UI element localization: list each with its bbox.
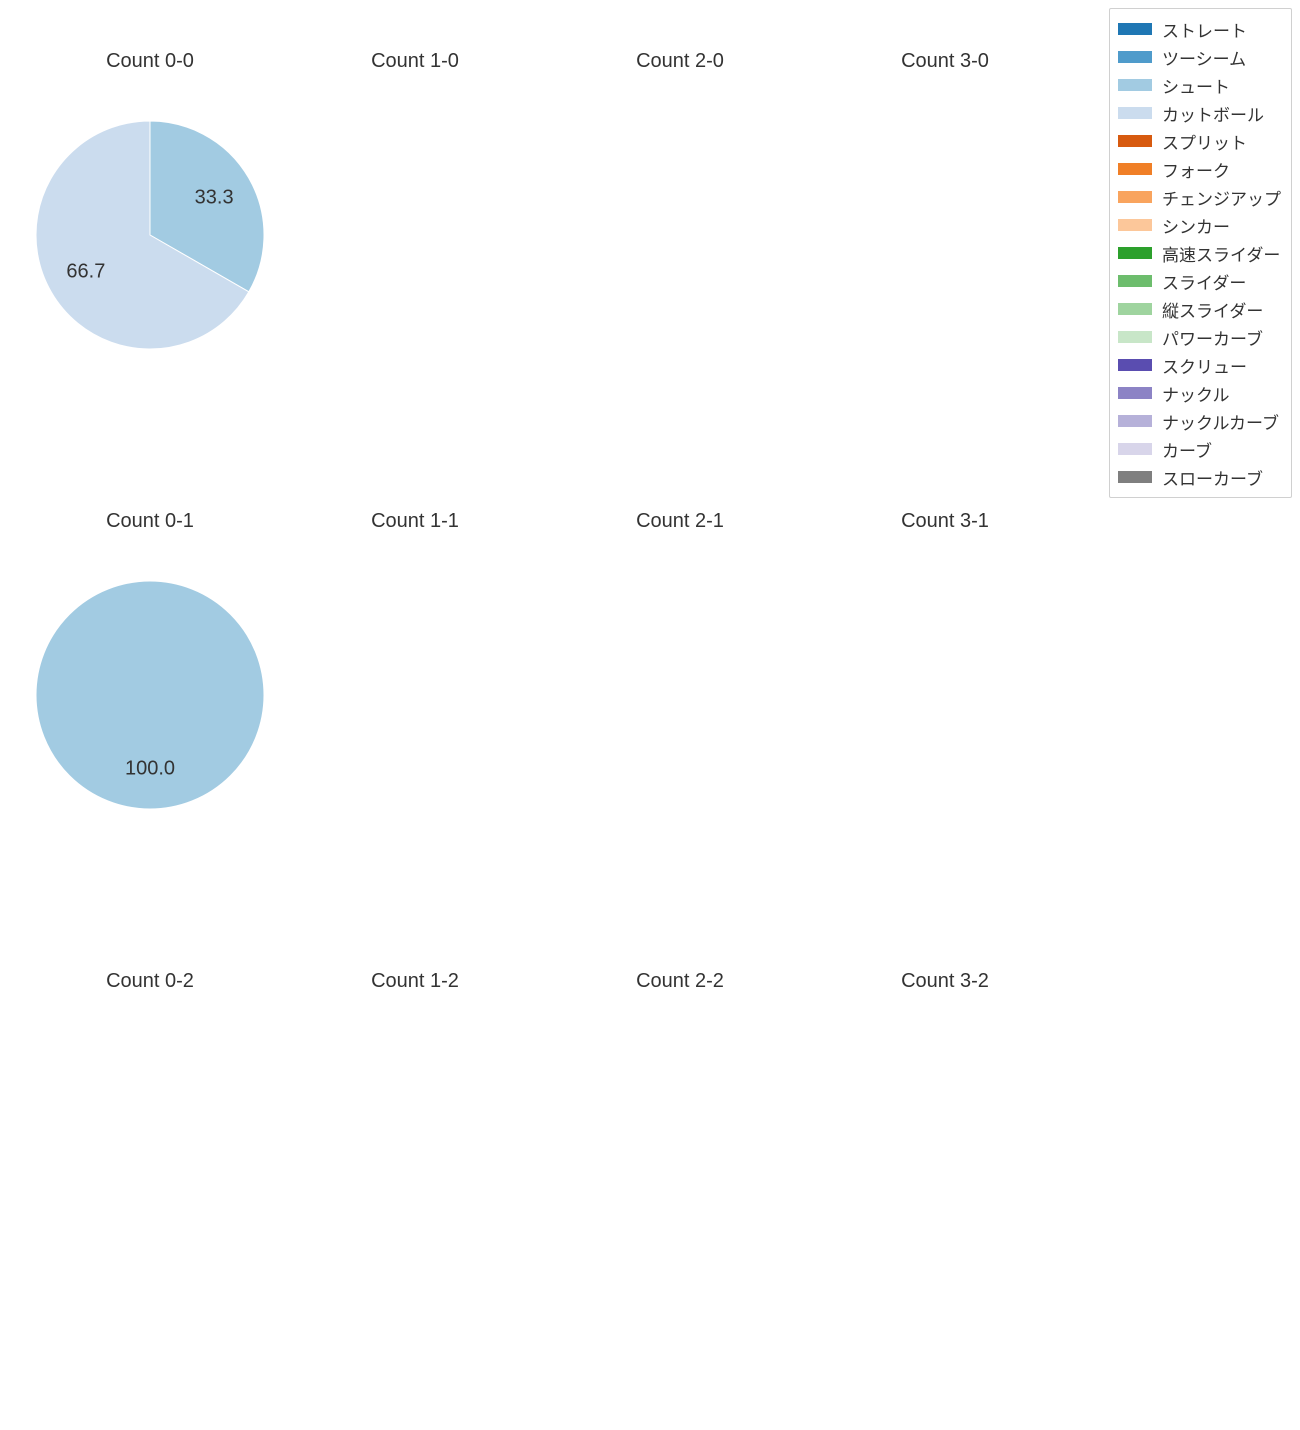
panel: Count 0-2 <box>15 970 285 1430</box>
legend-label: フォーク <box>1162 157 1230 182</box>
panel-title: Count 0-1 <box>15 510 285 533</box>
panel: Count 0-1 100.0 <box>15 510 285 970</box>
panel-title: Count 1-1 <box>280 510 550 533</box>
legend-swatch <box>1118 107 1152 119</box>
legend-item: 高速スライダー <box>1118 239 1281 267</box>
legend-swatch <box>1118 163 1152 175</box>
legend-swatch <box>1118 331 1152 343</box>
panel: Count 1-1 <box>280 510 550 970</box>
legend-label: ストレート <box>1162 17 1247 42</box>
legend-label: ナックル <box>1162 381 1230 406</box>
legend-item: ツーシーム <box>1118 43 1281 71</box>
legend-item: シンカー <box>1118 211 1281 239</box>
legend-item: ストレート <box>1118 15 1281 43</box>
panel-title: Count 1-0 <box>280 50 550 73</box>
panel: Count 1-2 <box>280 970 550 1430</box>
legend-label: 高速スライダー <box>1162 241 1280 266</box>
legend-item: スプリット <box>1118 127 1281 155</box>
legend-item: シュート <box>1118 71 1281 99</box>
legend-label: スライダー <box>1162 269 1246 294</box>
legend-item: スローカーブ <box>1118 463 1281 491</box>
legend-item: 縦スライダー <box>1118 295 1281 323</box>
legend-item: ナックルカーブ <box>1118 407 1281 435</box>
legend-item: スライダー <box>1118 267 1281 295</box>
legend-label: シュート <box>1162 73 1230 98</box>
panel: Count 0-0 33.3 66.7 <box>15 50 285 510</box>
panel: Count 3-2 <box>810 970 1080 1430</box>
legend-swatch <box>1118 275 1152 287</box>
legend-swatch <box>1118 387 1152 399</box>
legend-label: 縦スライダー <box>1162 297 1263 322</box>
panel-title: Count 1-2 <box>280 970 550 993</box>
panel-title: Count 2-1 <box>545 510 815 533</box>
panel: Count 3-0 <box>810 50 1080 510</box>
legend-swatch <box>1118 191 1152 203</box>
pie-slice-label: 33.3 <box>195 186 234 209</box>
panel-title: Count 0-0 <box>15 50 285 73</box>
panel-title: Count 0-2 <box>15 970 285 993</box>
legend-label: パワーカーブ <box>1162 325 1263 350</box>
legend-item: パワーカーブ <box>1118 323 1281 351</box>
panel: Count 2-1 <box>545 510 815 970</box>
legend-item: チェンジアップ <box>1118 183 1281 211</box>
legend-swatch <box>1118 359 1152 371</box>
legend-swatch <box>1118 219 1152 231</box>
legend-swatch <box>1118 79 1152 91</box>
panel: Count 2-2 <box>545 970 815 1430</box>
legend-swatch <box>1118 135 1152 147</box>
legend-item: ナックル <box>1118 379 1281 407</box>
legend-label: スクリュー <box>1162 353 1247 378</box>
legend-label: スプリット <box>1162 129 1247 154</box>
legend-label: カットボール <box>1162 101 1264 126</box>
legend: ストレートツーシームシュートカットボールスプリットフォークチェンジアップシンカー… <box>1109 8 1292 498</box>
legend-swatch <box>1118 471 1152 483</box>
pie-slice-label: 66.7 <box>66 261 105 284</box>
legend-label: ツーシーム <box>1162 45 1246 70</box>
panel: Count 1-0 <box>280 50 550 510</box>
legend-swatch <box>1118 415 1152 427</box>
legend-label: カーブ <box>1162 437 1212 462</box>
panel-title: Count 3-2 <box>810 970 1080 993</box>
panel-title: Count 3-1 <box>810 510 1080 533</box>
legend-swatch <box>1118 247 1152 259</box>
panel-title: Count 2-2 <box>545 970 815 993</box>
legend-swatch <box>1118 443 1152 455</box>
legend-item: カーブ <box>1118 435 1281 463</box>
pie-chart: 33.3 66.7 <box>36 121 264 349</box>
panel-title: Count 3-0 <box>810 50 1080 73</box>
legend-label: ナックルカーブ <box>1162 409 1279 434</box>
legend-item: スクリュー <box>1118 351 1281 379</box>
legend-swatch <box>1118 51 1152 63</box>
panel: Count 2-0 <box>545 50 815 510</box>
legend-item: カットボール <box>1118 99 1281 127</box>
legend-swatch <box>1118 23 1152 35</box>
legend-label: チェンジアップ <box>1162 185 1281 210</box>
pie-chart: 100.0 <box>36 581 264 809</box>
legend-label: シンカー <box>1162 213 1230 238</box>
panel-title: Count 2-0 <box>545 50 815 73</box>
pie-slice-label: 100.0 <box>125 758 175 781</box>
legend-swatch <box>1118 303 1152 315</box>
legend-item: フォーク <box>1118 155 1281 183</box>
chart-canvas: Count 0-033.366.7Count 1-0Count 2-0Count… <box>0 0 1300 1300</box>
panel: Count 3-1 <box>810 510 1080 970</box>
legend-label: スローカーブ <box>1162 465 1263 490</box>
